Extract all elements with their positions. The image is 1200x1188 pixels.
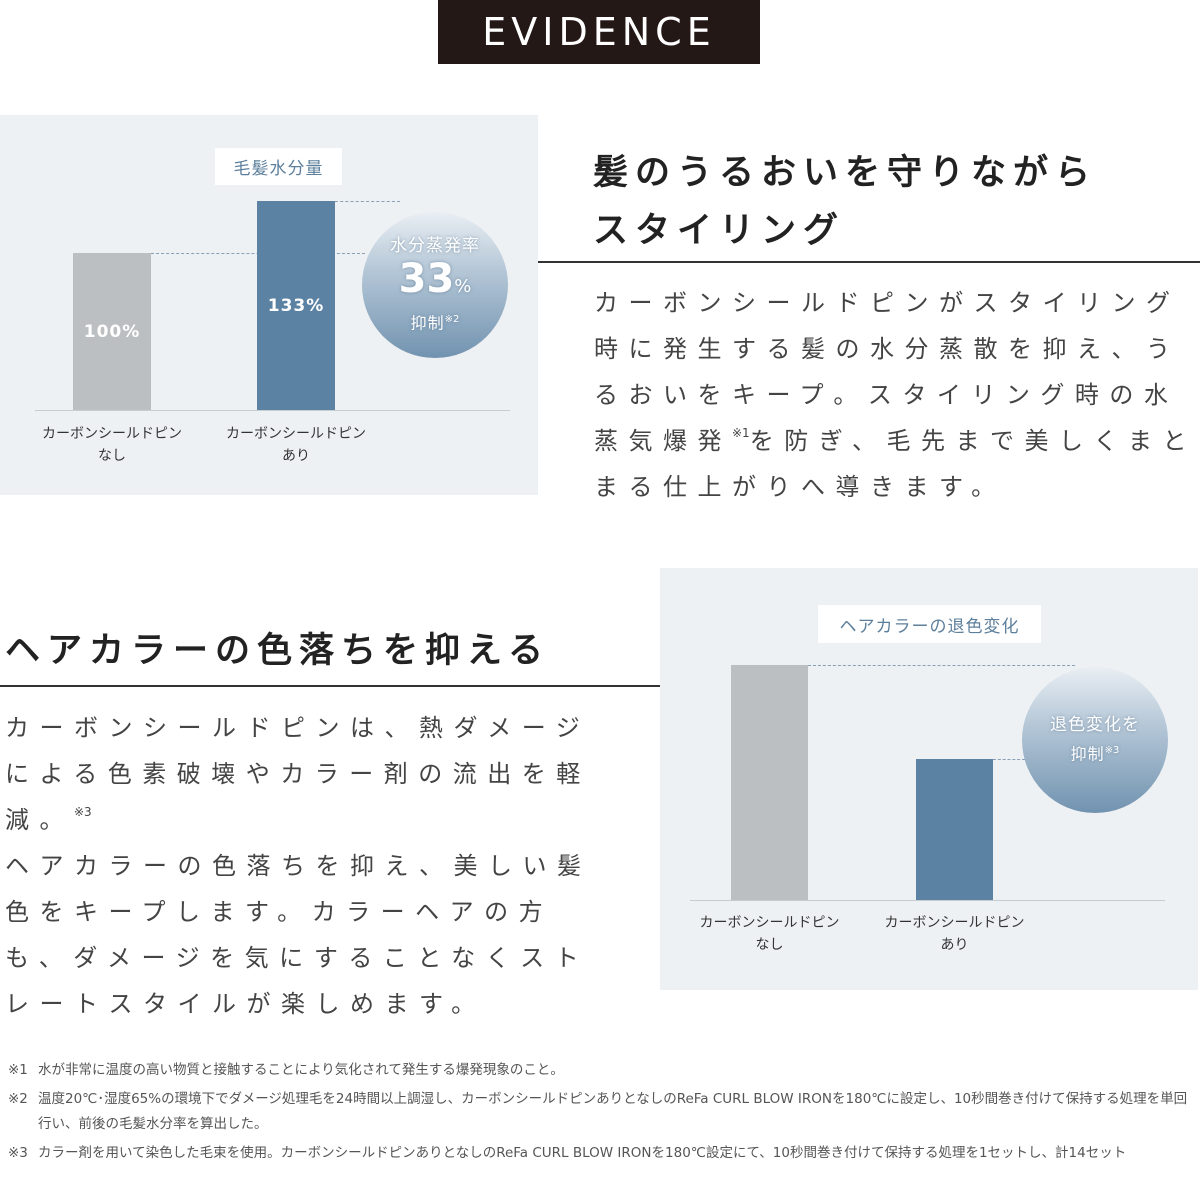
text: ヘアカラーの色落ちを抑え、美しい髪色をキープします。カラーヘアの方も、ダメージを…	[5, 852, 592, 1018]
note: ※1	[732, 426, 750, 440]
category-label: カーボンシールドピン あり	[884, 915, 1025, 953]
text: カーボンシールドピンがスタイリング時に発生する髪の水分蒸散を抑え、うるおいをキー…	[594, 289, 1181, 455]
body-text: カーボンシールドピンがスタイリング時に発生する髪の水分蒸散を抑え、うるおいをキー…	[594, 280, 1200, 510]
paragraph: カーボンシールドピンがスタイリング時に発生する髪の水分蒸散を抑え、うるおいをキー…	[594, 280, 1200, 510]
heading-line: スタイリング	[593, 211, 846, 251]
badge: 退色変化を 抑制※3	[1022, 667, 1168, 813]
bar	[916, 759, 993, 900]
chart-title: ヘアカラーの退色変化	[818, 605, 1041, 643]
heading: ヘアカラーの色落ちを抑える	[5, 622, 550, 680]
heading-line: 髪のうるおいを守りながら	[593, 153, 1098, 193]
heading-line: ヘアカラーの色落ちを抑える	[5, 631, 550, 671]
baseline	[35, 410, 510, 411]
dashed-guide	[335, 201, 400, 203]
dashed-guide	[808, 665, 1075, 666]
badge-note: ※3	[1104, 745, 1120, 757]
paragraph: カーボンシールドピンは、熱ダメージによる色素破壊やカラー剤の流出を軽減。※3	[5, 705, 611, 843]
badge-value: 33	[398, 256, 455, 303]
footnote-text: 水が非常に温度の高い物質と接触することにより気化されて発生する爆発現象のこと。	[38, 1062, 564, 1078]
text: カーボンシールドピンは、熱ダメージによる色素破壊やカラー剤の流出を軽減。	[5, 714, 591, 834]
footnotes: ※1 水が非常に温度の高い物質と接触することにより気化されて発生する爆発現象のこと…	[8, 1058, 1193, 1170]
text: を防ぎ、毛先まで美しくまとまる仕上がりへ導きます。	[594, 427, 1198, 501]
footnote-mark: ※3	[8, 1145, 28, 1161]
divider	[538, 261, 1200, 263]
body-text: カーボンシールドピンは、熱ダメージによる色素破壊やカラー剤の流出を軽減。※3 ヘ…	[5, 705, 611, 1027]
chart-title: 毛髪水分量	[215, 148, 342, 185]
heading: 髪のうるおいを守りながら スタイリング	[593, 144, 1097, 260]
badge-note: ※2	[444, 314, 460, 326]
baseline	[690, 900, 1165, 901]
category-label: カーボンシールドピン なし	[699, 915, 840, 953]
category-label: カーボンシールドピン なし	[42, 426, 182, 464]
badge-text: 退色変化を	[1050, 715, 1140, 736]
note: ※3	[74, 805, 92, 819]
badge-text: 抑制	[1070, 744, 1105, 764]
header-title: EVIDENCE	[438, 0, 760, 64]
footnote-text: カラー剤を用いて染色した毛束を使用。カーボンシールドピンありとなしのReFa C…	[38, 1145, 1127, 1161]
badge-row: 抑制※2	[411, 307, 460, 336]
footnote-text: 温度20℃･湿度65%の環境下でダメージ処理毛を24時間以上調湿し、カーボンシー…	[38, 1091, 1188, 1132]
dashed-guide	[993, 759, 1025, 760]
divider	[0, 685, 660, 687]
category-label: カーボンシールドピン あり	[226, 426, 366, 464]
paragraph: ヘアカラーの色落ちを抑え、美しい髪色をキープします。カラーヘアの方も、ダメージを…	[5, 843, 611, 1027]
footnote: ※3 カラー剤を用いて染色した毛束を使用。カーボンシールドピンありとなしのReFa…	[8, 1141, 1193, 1166]
value-label: 100%	[83, 321, 141, 342]
footnote: ※1 水が非常に温度の高い物質と接触することにより気化されて発生する爆発現象のこと…	[8, 1058, 1193, 1083]
bar	[73, 253, 151, 410]
footnote: ※2 温度20℃･湿度65%の環境下でダメージ処理毛を24時間以上調湿し、カーボン…	[8, 1087, 1193, 1137]
badge-text: 抑制	[410, 313, 445, 333]
badge-value-row: 33%	[399, 259, 472, 307]
badge-text: 水分蒸発率	[390, 236, 480, 257]
badge: 水分蒸発率 33% 抑制※2	[362, 212, 508, 358]
bar	[731, 665, 808, 900]
badge-unit: %	[454, 276, 472, 298]
value-label: 133%	[267, 295, 325, 316]
footnote-mark: ※2	[8, 1091, 28, 1107]
bar	[257, 201, 335, 410]
footnote-mark: ※1	[8, 1062, 28, 1078]
badge-row: 抑制※3	[1071, 738, 1120, 767]
